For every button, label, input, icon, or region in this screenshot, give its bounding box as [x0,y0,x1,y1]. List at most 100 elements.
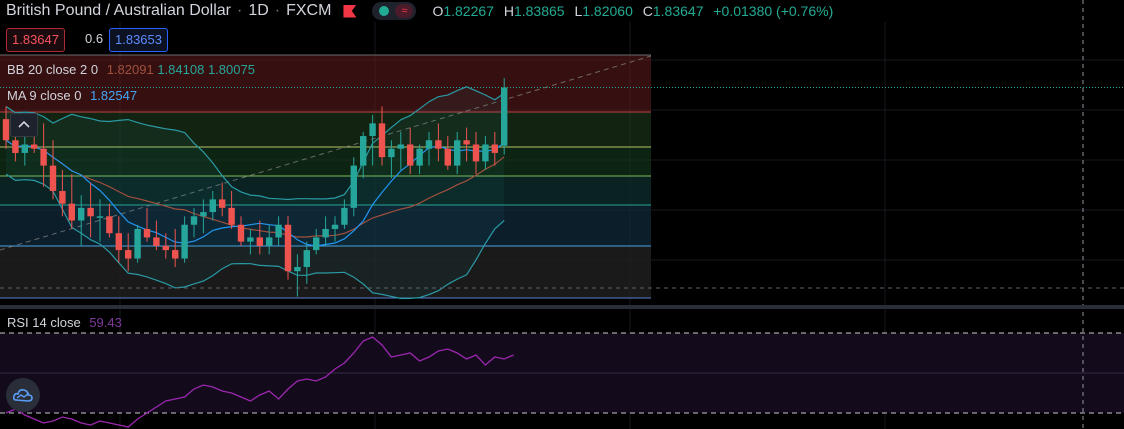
market-status-pill[interactable]: ≈ [372,2,417,20]
candle-body [181,224,188,259]
candle-body [313,237,320,251]
candle-body [228,207,235,225]
candle-body [12,140,19,153]
bb-upper-value: 1.84108 [157,62,205,77]
candle-body [96,216,104,218]
buy-price-button[interactable]: 1.83653 [109,28,168,52]
bb-lower-value: 1.80075 [207,62,255,77]
candle-body [397,144,404,149]
candle-body [444,148,451,166]
candle-body [219,199,226,208]
ma-value: 1.82547 [90,88,138,103]
candle-body [134,228,141,259]
candle-body [87,207,94,217]
low-value: 1.82060 [582,3,633,19]
candle-body [435,140,442,149]
ma-legend-name: MA 9 close 0 [7,88,82,103]
candle-body [247,237,254,242]
candle-body [68,203,75,221]
candle-body [31,144,38,149]
bb-upper-line [5,86,505,201]
timeframe-label[interactable]: 1D [248,2,269,19]
rsi-legend[interactable]: RSI 14 close 59.43 [4,312,125,334]
bb-legend[interactable]: BB 20 close 2 0 1.82091 1.84108 1.80075 [4,59,258,81]
candle-body [294,266,301,272]
high-value: 1.83865 [513,3,565,19]
chart-header: British Pound / Australian Dollar · 1D ·… [0,0,839,22]
candle-body [388,148,395,158]
rsi-legend-name: RSI 14 close [7,315,81,330]
bb-basis-line [5,139,505,238]
open-label: O [432,3,444,19]
collapse-legend-button[interactable] [10,113,38,137]
candle-body [237,224,245,242]
candle-body [275,224,282,238]
fib-zone [0,112,651,147]
pane-separator [0,305,1124,309]
wave-icon: ≈ [395,4,414,18]
open-value: 1.82267 [443,3,494,19]
candle-body [153,237,160,246]
candle-body [322,228,329,238]
chevron-up-icon [18,120,30,128]
candle-body [454,140,461,166]
candle-body [331,224,339,229]
candle-body [78,207,85,221]
candle-body [40,148,47,166]
ma-legend[interactable]: MA 9 close 0 1.82547 [4,85,140,107]
candle-body [2,119,10,141]
candle-body [284,224,292,272]
candle-body [472,144,480,162]
candle-body [482,144,489,162]
tradingview-cloud-logo-icon [13,389,33,402]
candle-body [350,165,357,208]
header-separator: · [274,2,281,19]
bb-lower-line [5,173,505,300]
high-label: H [503,3,514,19]
candle-body [416,148,423,166]
candle-body [125,250,132,259]
candle-body [115,233,122,251]
candle-body [360,136,367,166]
ohlc-readout: O1.82267 H1.83865 L1.82060 C1.83647 +0.0… [432,3,839,19]
bb-basis-value: 1.82091 [106,62,154,77]
candle-body [341,207,348,225]
candle-body [501,87,508,146]
rsi-line [5,336,514,428]
candle-body [49,165,57,191]
close-label: C [642,3,653,19]
bb-legend-name: BB 20 close 2 0 [7,62,99,77]
candle-body [463,140,470,145]
candle-body [378,123,386,158]
candle-body [143,228,151,238]
candle-body [59,190,66,204]
fib-zone [0,246,651,298]
change-value: +0.01380 (+0.76%) [713,3,834,19]
sell-price-button[interactable]: 1.83647 [6,28,65,52]
rsi-value: 59.43 [89,315,122,330]
fib-zone [0,55,651,112]
header-separator: · [237,2,243,19]
symbol-title[interactable]: British Pound / Australian Dollar [6,2,231,19]
candle-body [369,123,376,137]
fib-zone [0,147,651,176]
flag-icon[interactable] [343,4,357,18]
candle-body [209,199,216,213]
candle-body [106,216,113,234]
spread-value: 0.6 [85,31,104,46]
candle-body [172,250,179,259]
source-label: FXCM [286,2,332,19]
candle-body [266,237,273,246]
candle-body [407,144,414,166]
close-value: 1.83647 [652,3,704,19]
candle-body [200,212,207,217]
low-label: L [574,3,583,19]
market-open-dot-icon [379,6,390,16]
candle-body [491,144,498,153]
candle-body [425,140,433,149]
tradingview-logo-button[interactable] [6,378,40,412]
candle-body [21,144,28,153]
candle-body [303,250,310,267]
candle-body [256,237,263,246]
